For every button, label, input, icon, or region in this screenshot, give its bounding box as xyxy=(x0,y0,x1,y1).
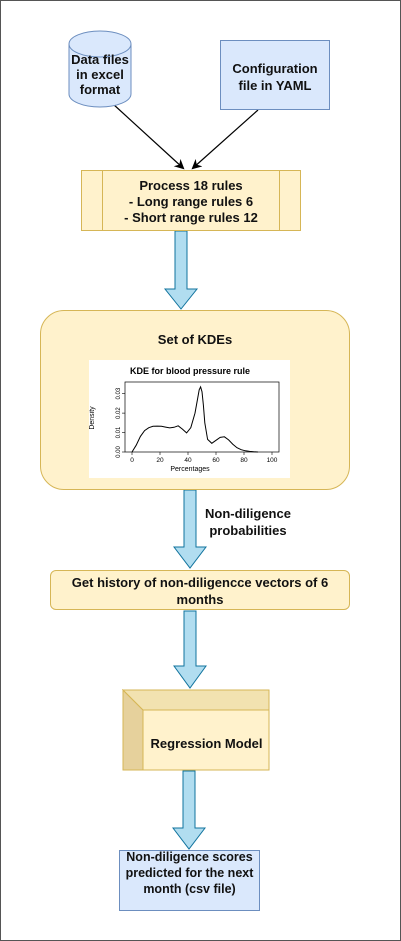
kde-density-line xyxy=(131,385,259,453)
kde-chart-title: KDE for blood pressure rule xyxy=(130,366,250,376)
kde-plot-frame xyxy=(124,381,280,453)
arrow-data-to-process xyxy=(112,103,185,170)
kde-chart: KDE for blood pressure rule Percentages … xyxy=(89,360,290,478)
block-arrow-regression-to-output xyxy=(171,770,207,850)
history-label: Get history of non-diligencce vectors of… xyxy=(71,575,329,607)
data-files-label: Data files in excel format xyxy=(71,52,129,97)
config-box xyxy=(220,40,330,110)
kde-x-tick-label: 40 xyxy=(184,457,192,464)
arrow-config-to-process xyxy=(191,109,259,170)
process-line-3: - Short range rules 12 xyxy=(124,210,258,225)
kde-y-tick-label: 0.03 xyxy=(116,387,122,399)
process-line-1: Process 18 rules xyxy=(139,178,243,193)
kde-chart-background xyxy=(89,360,290,478)
block-arrow-process-to-kde xyxy=(163,230,199,310)
block-arrow-kde-to-history xyxy=(172,489,208,569)
block-arrow-history-to-regression xyxy=(173,610,207,689)
kde-chart-xlabel: Percentages xyxy=(170,466,210,473)
kde-y-tick-label: 0.02 xyxy=(116,407,122,419)
kde-x-tick-label: 100 xyxy=(267,457,278,464)
non-diligence-probabilities-label: Non-diligence probabilities xyxy=(205,506,291,538)
regression-label: Regression Model xyxy=(150,736,263,751)
output-box xyxy=(119,850,260,911)
data-files-cylinder-icon xyxy=(68,30,132,108)
kde-plot-area: 0 20 40 60 80 100 0.00 0.01 0.02 0.03 xyxy=(116,381,280,464)
regression-cube-icon xyxy=(122,689,270,771)
kde-x-tick-label: 0 xyxy=(130,457,134,464)
process-left-divider xyxy=(102,171,103,230)
kde-x-tick-label: 20 xyxy=(156,457,164,464)
kde-chart-ylabel: Density xyxy=(89,406,96,430)
output-label: Non-diligence scores predicted for the n… xyxy=(125,850,254,896)
history-box xyxy=(50,570,350,610)
kde-y-tick-label: 0.00 xyxy=(116,446,122,458)
kde-y-tick-label: 0.01 xyxy=(116,426,122,438)
kde-set-label: Set of KDEs xyxy=(157,332,233,347)
kde-x-tick-label: 60 xyxy=(212,457,220,464)
process-right-divider xyxy=(279,171,280,230)
kde-x-tick-label: 80 xyxy=(240,457,248,464)
process-line-2: - Long range rules 6 xyxy=(128,194,254,209)
config-label: Configuration file in YAML xyxy=(232,61,318,93)
process-box xyxy=(81,170,301,231)
